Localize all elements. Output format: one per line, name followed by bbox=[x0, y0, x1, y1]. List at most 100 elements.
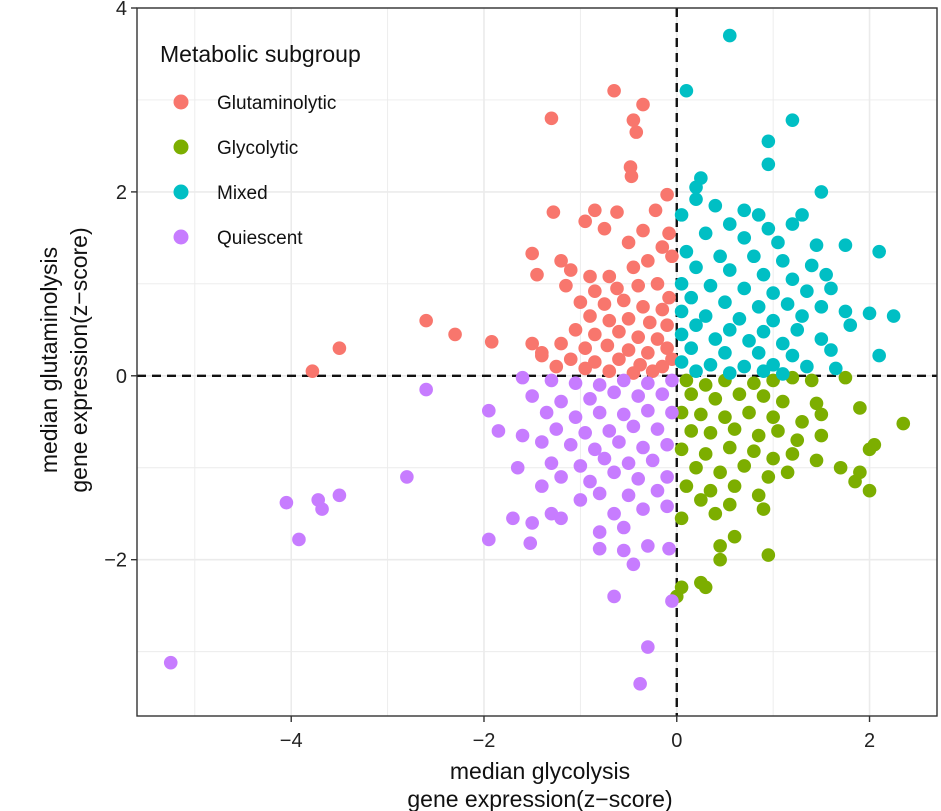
legend-label-quiescent: Quiescent bbox=[217, 228, 303, 249]
point-glycolytic bbox=[679, 479, 694, 493]
point-quiescent bbox=[554, 511, 568, 526]
point-glutaminolytic bbox=[588, 284, 602, 299]
point-mixed bbox=[872, 348, 886, 363]
point-quiescent bbox=[662, 541, 676, 556]
point-mixed bbox=[843, 318, 858, 333]
point-quiescent bbox=[621, 456, 636, 470]
point-mixed bbox=[872, 244, 886, 259]
point-quiescent bbox=[544, 373, 559, 388]
point-quiescent bbox=[616, 520, 631, 535]
point-mixed bbox=[674, 327, 689, 342]
point-mixed bbox=[790, 323, 805, 337]
point-glutaminolytic bbox=[546, 205, 561, 219]
point-glutaminolytic bbox=[660, 318, 674, 333]
point-glutaminolytic bbox=[626, 366, 641, 380]
point-glycolytic bbox=[785, 447, 800, 461]
point-quiescent bbox=[650, 483, 665, 498]
point-glutaminolytic bbox=[648, 203, 663, 218]
point-mixed bbox=[814, 300, 829, 314]
point-glycolytic bbox=[698, 447, 713, 461]
point-quiescent bbox=[665, 373, 679, 388]
point-mixed bbox=[838, 238, 853, 253]
point-glutaminolytic bbox=[626, 113, 641, 127]
point-quiescent bbox=[523, 536, 538, 550]
point-quiescent bbox=[612, 435, 626, 449]
point-glycolytic bbox=[727, 529, 742, 544]
point-glutaminolytic bbox=[578, 341, 592, 356]
point-glutaminolytic bbox=[549, 359, 564, 374]
point-mixed bbox=[761, 221, 776, 236]
point-glycolytic bbox=[694, 407, 708, 422]
point-glutaminolytic bbox=[655, 240, 670, 254]
point-quiescent bbox=[602, 424, 617, 438]
point-quiescent bbox=[592, 405, 607, 420]
point-glutaminolytic bbox=[602, 313, 617, 328]
point-glycolytic bbox=[751, 488, 766, 503]
y-tick-label: 4 bbox=[116, 0, 127, 20]
point-mixed bbox=[684, 341, 699, 356]
point-mixed bbox=[751, 300, 766, 314]
point-glutaminolytic bbox=[448, 327, 462, 342]
point-mixed bbox=[718, 346, 732, 360]
point-glycolytic bbox=[737, 459, 752, 473]
point-mixed bbox=[809, 238, 824, 253]
point-glutaminolytic bbox=[544, 111, 559, 126]
point-mixed bbox=[751, 208, 766, 222]
point-glutaminolytic bbox=[602, 364, 617, 378]
point-mixed bbox=[689, 260, 703, 275]
point-glutaminolytic bbox=[650, 332, 665, 346]
point-glutaminolytic bbox=[525, 336, 539, 351]
point-quiescent bbox=[315, 502, 329, 516]
point-quiescent bbox=[631, 389, 646, 403]
point-mixed bbox=[722, 323, 737, 337]
point-mixed bbox=[747, 249, 761, 264]
point-glutaminolytic bbox=[332, 341, 347, 356]
point-quiescent bbox=[597, 451, 612, 466]
point-quiescent bbox=[636, 502, 650, 516]
point-quiescent bbox=[660, 470, 674, 484]
point-quiescent bbox=[539, 405, 554, 420]
point-mixed bbox=[824, 343, 838, 357]
point-glycolytic bbox=[862, 483, 877, 498]
point-glutaminolytic bbox=[419, 313, 433, 328]
point-glycolytic bbox=[896, 416, 911, 431]
x-axis-title-line2: gene expression(z−score) bbox=[407, 786, 672, 811]
point-quiescent bbox=[631, 471, 646, 486]
point-glutaminolytic bbox=[588, 327, 602, 342]
point-quiescent bbox=[660, 499, 674, 514]
point-mixed bbox=[785, 272, 800, 287]
point-glycolytic bbox=[703, 483, 718, 498]
point-quiescent bbox=[482, 403, 496, 418]
point-glutaminolytic bbox=[578, 214, 592, 229]
point-glycolytic bbox=[766, 451, 780, 466]
point-mixed bbox=[674, 208, 689, 222]
point-quiescent bbox=[592, 525, 607, 539]
point-mixed bbox=[756, 267, 771, 282]
point-quiescent bbox=[573, 459, 588, 473]
x-tick-label: −2 bbox=[473, 730, 496, 752]
x-tick-label: 0 bbox=[671, 730, 682, 752]
point-glycolytic bbox=[751, 428, 766, 443]
point-quiescent bbox=[650, 422, 665, 436]
legend: Metabolic subgroup Glutaminolytic Glycoly… bbox=[160, 41, 361, 249]
point-glutaminolytic bbox=[597, 297, 612, 311]
point-glutaminolytic bbox=[612, 352, 626, 367]
point-glutaminolytic bbox=[305, 364, 320, 378]
point-quiescent bbox=[525, 389, 539, 403]
point-mixed bbox=[674, 355, 689, 369]
point-mixed bbox=[766, 313, 780, 328]
point-quiescent bbox=[292, 532, 306, 547]
point-quiescent bbox=[568, 376, 583, 390]
point-quiescent bbox=[607, 506, 621, 521]
point-mixed bbox=[698, 309, 713, 323]
point-mixed bbox=[737, 231, 752, 245]
point-quiescent bbox=[583, 391, 597, 406]
point-mixed bbox=[679, 244, 694, 259]
point-glutaminolytic bbox=[662, 290, 676, 305]
point-mixed bbox=[814, 185, 829, 199]
point-mixed bbox=[824, 281, 838, 296]
point-quiescent bbox=[279, 495, 294, 510]
point-mixed bbox=[698, 226, 713, 241]
point-quiescent bbox=[515, 428, 530, 443]
